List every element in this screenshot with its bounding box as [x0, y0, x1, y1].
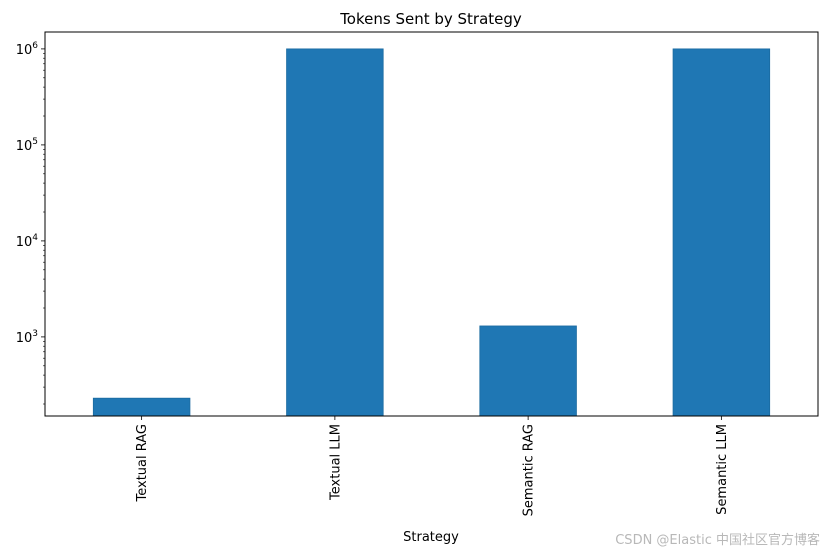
y-tick-label: 103	[16, 329, 38, 346]
x-tick-label: Textual RAG	[135, 424, 150, 503]
y-tick-label: 104	[16, 233, 39, 250]
y-tick-label: 106	[16, 41, 39, 58]
x-axis: Textual RAG Textual LLM Semantic RAG Semant…	[135, 416, 730, 516]
bar-semantic-rag	[479, 325, 577, 417]
x-tick-label: Semantic LLM	[715, 424, 730, 515]
x-tick-label: Semantic RAG	[522, 424, 537, 516]
bar-semantic-llm	[672, 48, 771, 417]
bar-textual-llm	[286, 48, 384, 417]
plot-frame	[44, 31, 819, 417]
bars-group	[92, 48, 771, 417]
bar-textual-rag	[92, 397, 191, 417]
watermark: CSDN @Elastic 中国社区官方博客	[615, 533, 820, 548]
x-tick-label: Textual LLM	[328, 424, 343, 501]
chart-title: Tokens Sent by Strategy	[339, 10, 522, 28]
y-axis: 103 104 105 106	[16, 41, 45, 405]
y-tick-label: 105	[16, 137, 38, 154]
x-axis-label: Strategy	[403, 530, 459, 545]
